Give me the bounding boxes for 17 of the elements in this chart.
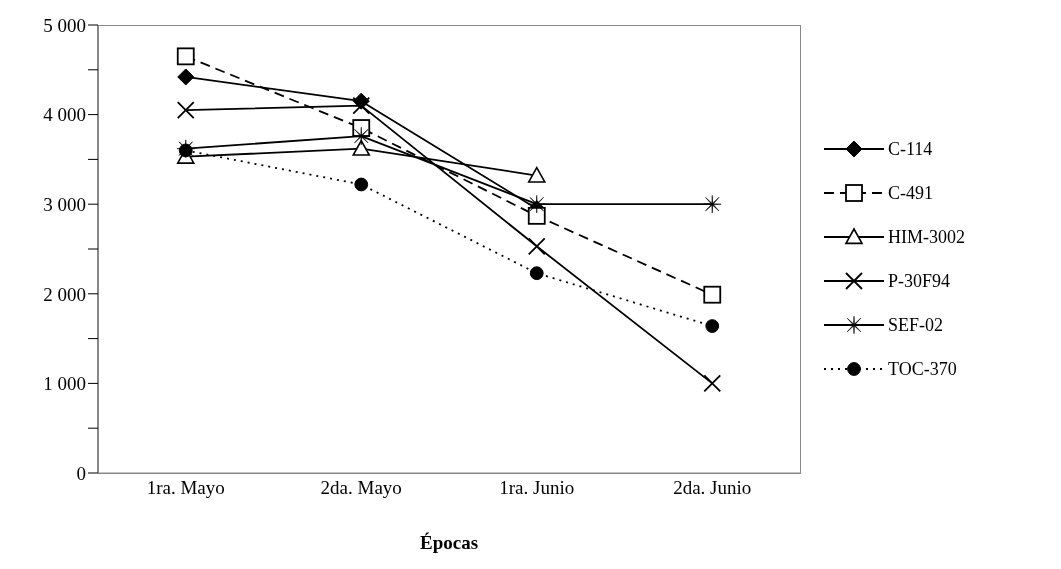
legend-label: C-491 xyxy=(888,182,933,204)
x-tick-label: 1ra. Junio xyxy=(499,477,575,499)
y-tick-label: 5 000 xyxy=(43,14,86,36)
y-tick-label: 1 000 xyxy=(43,373,86,395)
x-axis-title: Épocas xyxy=(419,532,479,553)
legend-label: C-114 xyxy=(888,138,933,160)
y-tick-label: 3 000 xyxy=(43,193,86,215)
legend-label: SEF-02 xyxy=(888,314,944,336)
x-tick-label: 1ra. Mayo xyxy=(146,477,225,499)
legend-label: TOC-370 xyxy=(888,358,957,380)
y-tick-label: 4 000 xyxy=(43,104,86,126)
legend-label: HIM-3002 xyxy=(888,226,965,248)
x-tick-label: 2da. Mayo xyxy=(320,477,402,499)
legend-label: P-30F94 xyxy=(888,270,951,292)
x-tick-label: 2da. Junio xyxy=(673,477,752,499)
y-tick-label: 0 xyxy=(76,462,86,484)
y-tick-label: 2 000 xyxy=(43,283,86,305)
